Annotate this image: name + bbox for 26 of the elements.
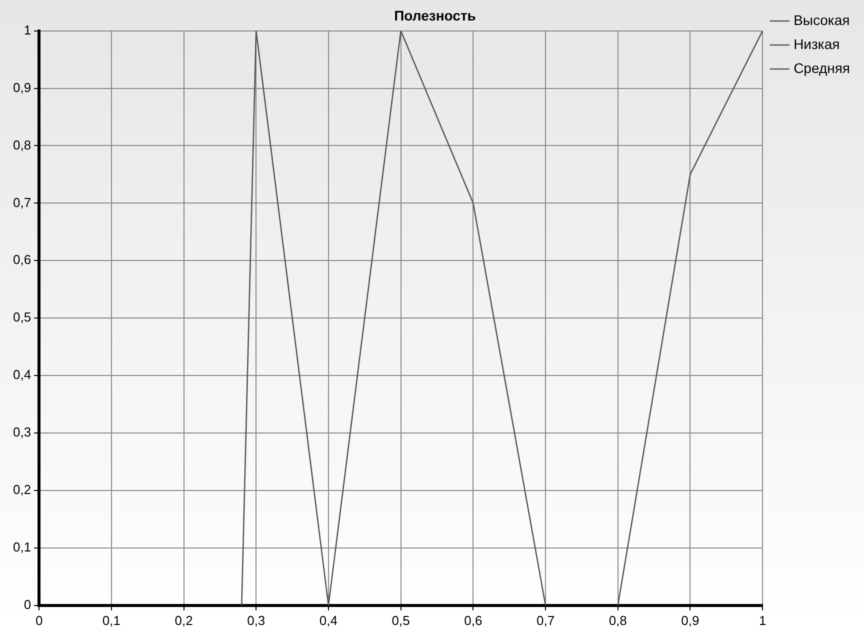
y-tick-label: 0,7 bbox=[12, 194, 32, 210]
x-tick-label: 1 bbox=[758, 612, 766, 628]
legend-label: Средняя bbox=[794, 60, 850, 76]
x-tick-label: 0,9 bbox=[681, 612, 700, 628]
chart-title: Полезность bbox=[394, 7, 476, 24]
x-tick-label: 0,7 bbox=[536, 612, 555, 628]
x-tick-label: 0,5 bbox=[392, 612, 410, 628]
x-tick-label: 0,2 bbox=[174, 612, 193, 628]
legend-label: Высокая bbox=[794, 12, 850, 28]
x-tick-label: 0,3 bbox=[247, 612, 266, 628]
y-tick-label: 1 bbox=[24, 22, 32, 38]
y-tick-label: 0,3 bbox=[12, 424, 32, 440]
x-tick-label: 0,1 bbox=[102, 612, 120, 628]
x-tick-label: 0,8 bbox=[608, 612, 627, 628]
y-tick-label: 0,6 bbox=[12, 252, 32, 268]
y-tick-label: 0,2 bbox=[12, 482, 32, 498]
x-tick-label: 0 bbox=[35, 612, 43, 628]
y-tick-label: 0,4 bbox=[12, 367, 32, 382]
y-tick-label: 0,5 bbox=[12, 310, 32, 325]
y-tick-label: 0,9 bbox=[12, 80, 32, 95]
y-tick-label: 0,1 bbox=[12, 540, 32, 555]
x-tick-label: 0,6 bbox=[464, 612, 482, 628]
y-tick-label: 0 bbox=[24, 596, 32, 612]
y-tick-label: 0,8 bbox=[12, 137, 32, 152]
legend-label: Низкая bbox=[794, 36, 840, 52]
x-tick-label: 0,4 bbox=[319, 612, 338, 628]
